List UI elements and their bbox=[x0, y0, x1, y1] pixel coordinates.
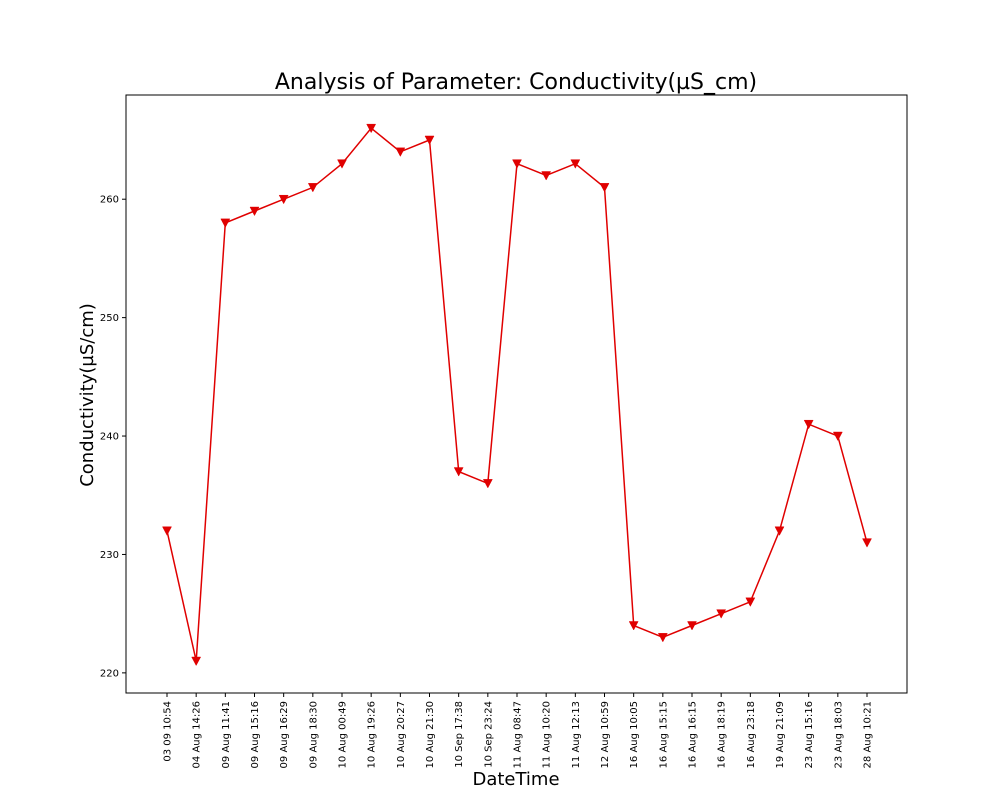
y-tick-label: 230 bbox=[100, 550, 119, 561]
data-point-marker bbox=[424, 135, 435, 146]
data-point-marker bbox=[453, 467, 464, 477]
x-tick-label: 10 Aug 19:26 bbox=[367, 701, 378, 768]
x-tick-label: 23 Aug 18:03 bbox=[833, 701, 844, 768]
x-tick-label: 09 Aug 15:16 bbox=[250, 701, 261, 768]
x-tick-label: 10 Aug 21:30 bbox=[425, 701, 436, 768]
x-tick-label: 16 Aug 23:18 bbox=[746, 701, 757, 768]
x-tick-label: 11 Aug 10:20 bbox=[542, 701, 553, 768]
data-point-marker bbox=[745, 597, 756, 607]
data-point-marker bbox=[541, 171, 552, 181]
y-tick-label: 220 bbox=[100, 668, 119, 679]
y-tick-label: 250 bbox=[100, 313, 119, 324]
data-point-marker bbox=[191, 656, 202, 667]
data-point-marker bbox=[162, 526, 172, 536]
y-tick-label: 240 bbox=[100, 432, 119, 443]
x-axis-label: DateTime bbox=[472, 769, 559, 790]
data-point-marker bbox=[862, 538, 872, 548]
data-point-marker bbox=[832, 431, 843, 442]
x-tick-label: 10 Aug 00:49 bbox=[338, 701, 349, 768]
x-tick-label: 16 Aug 15:15 bbox=[658, 701, 669, 768]
data-point-marker bbox=[249, 206, 260, 217]
x-tick-label: 11 Aug 12:13 bbox=[571, 701, 582, 768]
data-point-marker bbox=[657, 633, 668, 643]
data-point-marker bbox=[803, 419, 814, 430]
x-tick-label: 09 Aug 16:29 bbox=[279, 701, 290, 768]
x-axis: 03 09 10:54 04 Aug 14:26 09 Aug 11:41 09 Au… bbox=[163, 693, 874, 768]
data-point-marker bbox=[716, 609, 727, 619]
x-tick-label: 11 Aug 08:47 bbox=[513, 701, 524, 768]
data-point-marker bbox=[307, 183, 318, 193]
data-point-marker bbox=[337, 159, 347, 169]
data-point-marker bbox=[570, 159, 581, 169]
x-tick-label: 12 Aug 10:59 bbox=[600, 701, 611, 768]
data-point-marker bbox=[687, 621, 697, 631]
x-tick-label: 23 Aug 15:16 bbox=[804, 701, 815, 768]
x-tick-label: 28 Aug 10:21 bbox=[863, 701, 874, 768]
chart-title: Analysis of Parameter: Conductivity(µS_c… bbox=[275, 70, 757, 95]
x-tick-label: 19 Aug 21:09 bbox=[775, 701, 786, 768]
series-line bbox=[166, 127, 868, 662]
data-point-marker bbox=[599, 183, 610, 193]
x-tick-label: 10 Sep 23:24 bbox=[483, 701, 494, 768]
x-tick-label: 16 Aug 16:15 bbox=[688, 701, 699, 768]
x-tick-label: 03 09 10:54 bbox=[163, 701, 174, 762]
x-tick-label: 10 Sep 17:38 bbox=[454, 701, 465, 768]
y-axis: 220 230 240 250 260 bbox=[100, 195, 126, 679]
x-tick-label: 09 Aug 18:30 bbox=[308, 701, 319, 768]
y-axis-label: Conductivity(µS/cm) bbox=[77, 303, 98, 487]
data-point-marker bbox=[395, 147, 406, 157]
data-point-marker bbox=[774, 526, 785, 536]
y-tick-label: 260 bbox=[100, 195, 119, 206]
data-point-marker bbox=[220, 218, 231, 228]
data-point-marker bbox=[512, 159, 522, 169]
x-tick-label: 04 Aug 14:26 bbox=[192, 701, 203, 768]
x-tick-label: 16 Aug 10:05 bbox=[629, 701, 640, 768]
data-point-marker bbox=[482, 479, 493, 489]
data-point-marker bbox=[278, 194, 289, 205]
x-tick-label: 16 Aug 18:19 bbox=[717, 701, 728, 768]
series-markers bbox=[162, 123, 872, 667]
x-tick-label: 09 Aug 11:41 bbox=[221, 701, 232, 768]
plot-area bbox=[125, 94, 908, 694]
data-point-marker bbox=[366, 123, 377, 134]
data-point-marker bbox=[628, 621, 639, 631]
x-tick-label: 10 Aug 20:27 bbox=[396, 701, 407, 768]
